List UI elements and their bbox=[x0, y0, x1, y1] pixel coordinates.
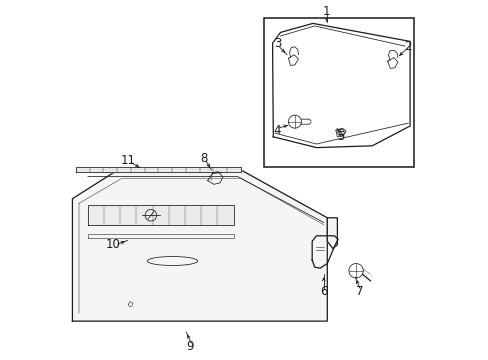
Polygon shape bbox=[326, 218, 337, 248]
Text: 10: 10 bbox=[105, 238, 120, 251]
Bar bbox=[264, 18, 413, 167]
Text: 1: 1 bbox=[322, 5, 330, 18]
Text: 6: 6 bbox=[319, 285, 327, 298]
Text: 3: 3 bbox=[273, 37, 281, 50]
Polygon shape bbox=[72, 170, 326, 321]
Text: 11: 11 bbox=[121, 154, 136, 167]
Text: 7: 7 bbox=[355, 285, 363, 298]
Text: 4: 4 bbox=[273, 124, 280, 137]
Text: 8: 8 bbox=[200, 152, 207, 165]
Polygon shape bbox=[88, 205, 233, 225]
Polygon shape bbox=[76, 167, 241, 172]
Text: 5: 5 bbox=[337, 130, 344, 143]
Text: 9: 9 bbox=[185, 340, 193, 353]
Text: 2: 2 bbox=[404, 40, 411, 53]
